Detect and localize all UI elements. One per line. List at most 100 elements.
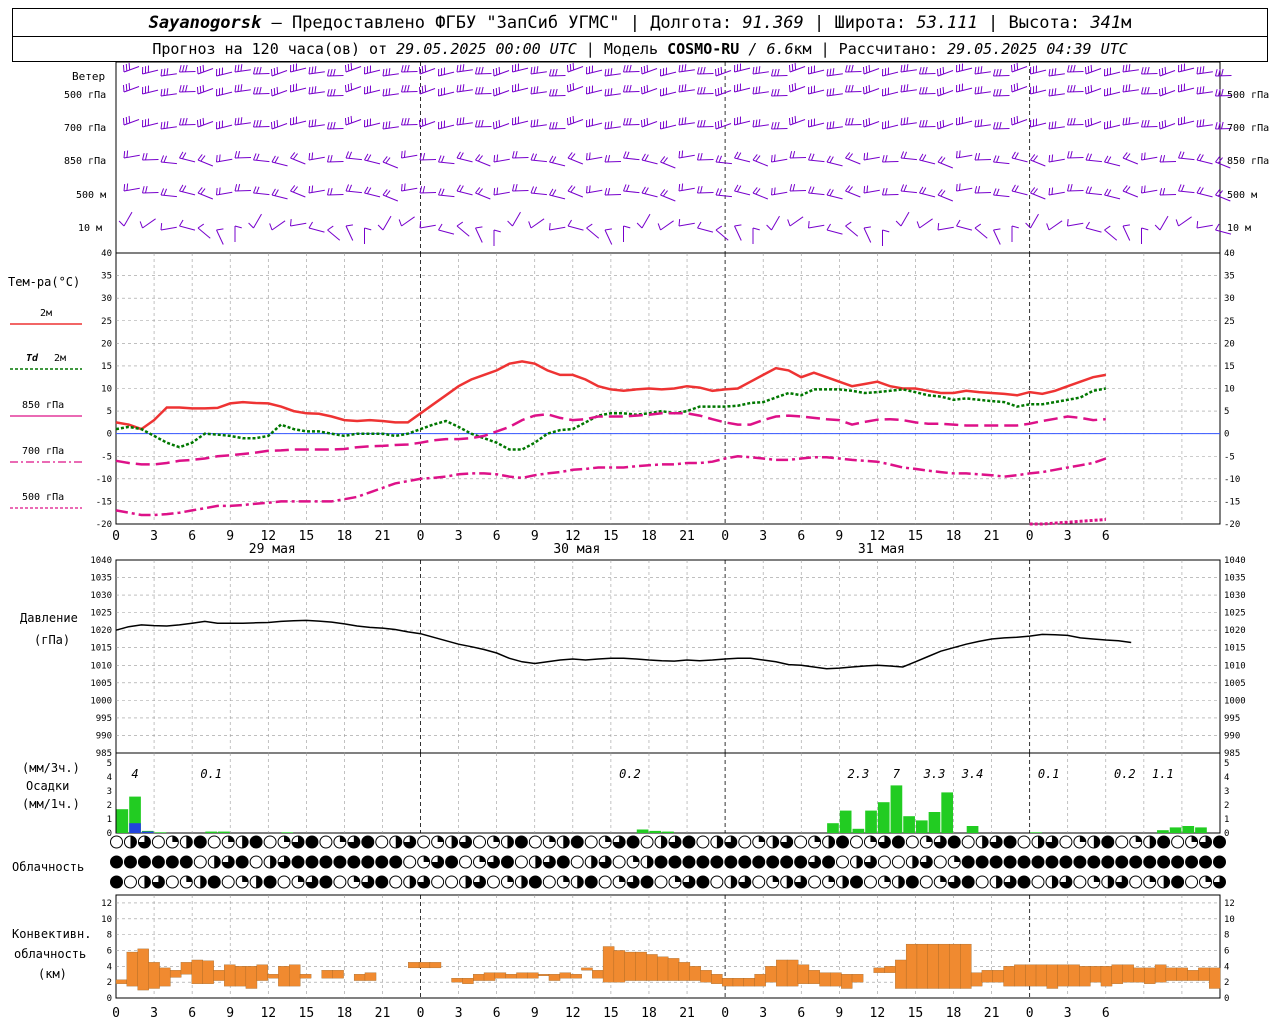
wind-barb-flag (566, 64, 569, 73)
wind-barb (142, 191, 159, 194)
precip-tick-label: 4 (107, 773, 112, 783)
wind-barb-flag (714, 88, 717, 97)
conv-bar (1089, 966, 1102, 983)
cloud-cover-icon (1107, 876, 1114, 888)
cloud-cover-icon (507, 876, 514, 882)
wind-barb-flag (1051, 88, 1054, 96)
wind-barb-flag (273, 87, 276, 96)
wind-barb-flag (160, 68, 163, 77)
wind-barb-flag (1199, 119, 1202, 127)
cloud-cover-icon (1171, 875, 1185, 889)
wind-barb-flag (851, 64, 854, 72)
wind-barb (1159, 123, 1176, 130)
temp-tick-label: -5 (101, 452, 112, 462)
wind-barb (734, 157, 751, 163)
cloud-cover-icon (1087, 855, 1101, 869)
cloud-cover-icon (668, 836, 681, 849)
precip-bar (154, 832, 167, 833)
wind-barb-flag (736, 152, 742, 159)
wind-barb-flag (1011, 184, 1016, 192)
wind-barb-flag (640, 119, 643, 128)
wind-barb-flag (794, 62, 797, 70)
wind-barb-flag (314, 119, 317, 127)
wind-barb-flag (1159, 188, 1163, 196)
cloud-cover-icon (389, 875, 403, 889)
wind-barb-flag (996, 155, 1000, 163)
conv-bar (689, 966, 701, 981)
cloud-cover-icon (319, 835, 333, 849)
cloud-cover-icon (1171, 855, 1185, 869)
wind-barb (567, 119, 584, 126)
precip-3h-total: 3.4 (961, 767, 984, 781)
pressure-tick-label: 1035 (90, 574, 112, 584)
wind-barb (697, 191, 714, 194)
wind-barb (678, 222, 695, 227)
wind-barb (549, 226, 566, 231)
wind-barb (123, 154, 140, 159)
wind-barb (1178, 87, 1195, 93)
wind-barb-flag (626, 184, 630, 192)
wind-barb (419, 224, 436, 229)
wind-barb-flag (644, 187, 649, 194)
wind-barb (493, 123, 510, 130)
conv-bar (213, 970, 225, 981)
wind-barb (327, 229, 341, 241)
wind-barb (752, 124, 769, 128)
precip-tick-label: 2 (107, 801, 112, 811)
cloud-cover-icon (1213, 835, 1226, 849)
wind-barb (1011, 66, 1028, 73)
wind-barb-flag (1067, 184, 1070, 192)
wind-barb-flag (684, 117, 687, 125)
wind-barb (993, 94, 1010, 97)
wind-barb (419, 88, 436, 95)
temp-x-tick: 9 (835, 529, 843, 544)
wind-barb-flag (903, 184, 908, 192)
wind-barb-flag (438, 223, 443, 231)
precip-tick-label: 1 (107, 815, 112, 825)
wind-barb (752, 159, 769, 167)
wind-barb (845, 123, 862, 126)
wind-barb-flag (788, 84, 791, 93)
temp-tick-label-right: -5 (1224, 452, 1235, 462)
provider-text: Предоставлено ФГБУ "ЗапСиб УГМС" (291, 12, 620, 33)
wind-barb-flag (493, 154, 496, 163)
wind-barb-flag (826, 223, 831, 231)
wind-barb-flag (1084, 66, 1087, 75)
wind-barb (1085, 159, 1102, 163)
wind-barb-flag (794, 115, 797, 123)
wind-barb (900, 157, 917, 161)
cloud-cover-icon (975, 875, 989, 889)
wind-barb-flag (552, 68, 555, 77)
wind-barb-flag (128, 62, 131, 70)
precip-3h-total: 0.1 (200, 767, 222, 781)
wind-barb (401, 123, 418, 126)
wind-barb (308, 124, 325, 128)
precip-3h-total: 0.2 (1114, 767, 1136, 781)
cloud-cover-icon (1115, 835, 1129, 849)
wind-barb (604, 160, 622, 163)
wind-barb-flag (456, 64, 459, 73)
wind-barb-flag (237, 117, 240, 125)
wind-barb (1030, 69, 1047, 75)
wind-barb (604, 73, 621, 77)
cloud-cover-icon (242, 836, 249, 848)
wind-barb-flag (253, 67, 256, 75)
wind-barb-flag (1178, 184, 1182, 192)
cloud-cover-icon (403, 855, 417, 869)
precip-bar (1169, 827, 1182, 833)
cloud-cover-icon (724, 855, 738, 869)
conv-bar (516, 972, 528, 979)
wind-barb-flag (939, 67, 942, 76)
wind-barb (308, 227, 325, 233)
cloud-cover-icon (682, 835, 696, 849)
wind-barb-flag (623, 118, 626, 126)
wind-barb-flag (218, 154, 221, 162)
wind-barb-flag (273, 67, 276, 76)
forecast-label: Прогноз на 120 часа(ов) от (152, 40, 397, 58)
temp-tick-label-right: -20 (1224, 520, 1240, 530)
wind-barb (641, 159, 658, 165)
wind-barb-flag (139, 221, 143, 229)
wind-barb-flag (459, 64, 462, 72)
wind-barb (290, 120, 307, 126)
wind-barb (456, 190, 473, 196)
